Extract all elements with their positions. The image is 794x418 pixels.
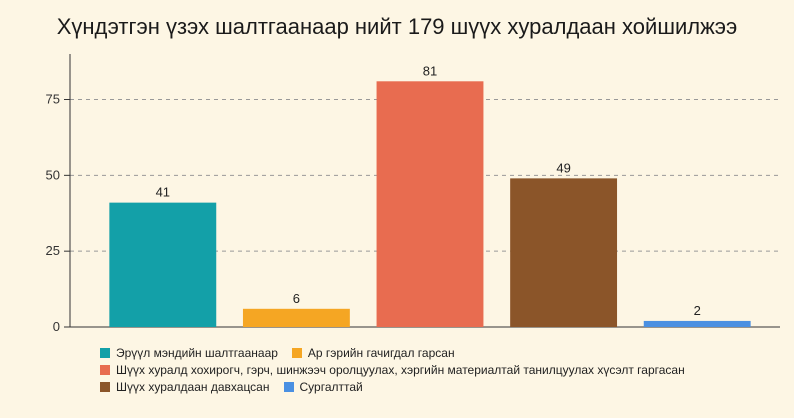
data-label: 81 [423, 63, 437, 78]
chart-title: Хүндэтгэн үзэх шалтгаанаар нийт 179 шүүх… [56, 14, 738, 39]
legend-swatch [291, 347, 302, 358]
legend-row-2: Шүүх хуралд хохирогч, гэрч, шинжээч орол… [100, 361, 780, 378]
legend-item-request[interactable]: Шүүх хуралд хохирогч, гэрч, шинжээч орол… [100, 363, 685, 377]
y-tick-label: 75 [46, 92, 60, 107]
label-layer: 41 6 81 49 2 [156, 63, 701, 318]
bar [242, 308, 350, 327]
legend-swatch [283, 381, 294, 392]
data-label: 6 [293, 291, 300, 306]
y-tick-label: 0 [53, 319, 60, 334]
legend-item-family[interactable]: Ар гэрийн гачигдал гарсан [291, 345, 455, 360]
legend-label: Ар гэрийн гачигдал гарсан [307, 345, 455, 360]
data-label: 49 [556, 160, 570, 175]
bar [109, 202, 217, 327]
bar-layer [109, 81, 751, 327]
legend-item-overlap[interactable]: Шүүх хуралдаан давхацсан [100, 380, 270, 394]
y-tick-label: 25 [46, 243, 60, 258]
legend-label: Шүүх хуралдаан давхацсан [116, 379, 270, 394]
legend-item-training[interactable]: Сургалттай [283, 379, 363, 394]
legend-label: Шүүх хуралд хохирогч, гэрч, шинжээч орол… [116, 362, 685, 377]
legend-swatch [100, 381, 110, 392]
legend-swatch [100, 347, 110, 358]
bar [643, 320, 751, 327]
legend-item-health[interactable]: Эрүүл мэндийн шалтгаанаар [100, 346, 278, 360]
legend: Эрүүл мэндийн шалтгаанаар Ар гэрийн гачи… [100, 344, 780, 395]
data-label: 2 [694, 303, 701, 318]
legend-row-1: Эрүүл мэндийн шалтгаанаар Ар гэрийн гачи… [100, 344, 780, 361]
legend-label: Эрүүл мэндийн шалтгаанаар [116, 345, 278, 360]
data-label: 41 [156, 185, 170, 200]
y-tick-label: 50 [46, 167, 60, 182]
bar [376, 81, 484, 327]
legend-swatch [100, 364, 110, 375]
bar [510, 178, 618, 327]
legend-row-3: Шүүх хуралдаан давхацсан Сургалттай [100, 378, 780, 395]
legend-label: Сургалттай [299, 379, 363, 394]
